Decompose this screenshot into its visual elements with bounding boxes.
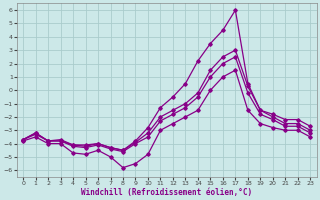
X-axis label: Windchill (Refroidissement éolien,°C): Windchill (Refroidissement éolien,°C) — [81, 188, 252, 197]
